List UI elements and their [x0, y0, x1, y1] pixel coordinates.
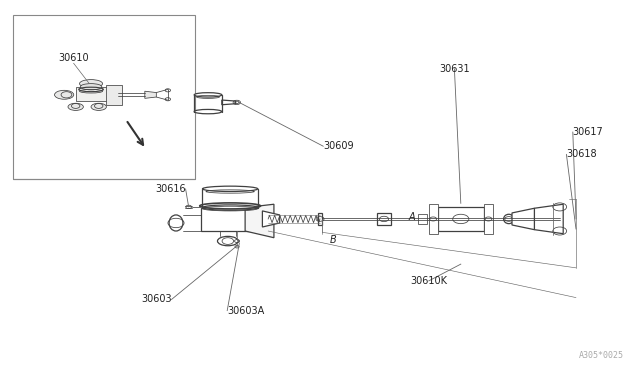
- Ellipse shape: [91, 103, 106, 110]
- Text: B: B: [330, 235, 337, 245]
- Polygon shape: [438, 207, 484, 231]
- Polygon shape: [202, 208, 262, 231]
- Text: 30616: 30616: [155, 184, 186, 194]
- Ellipse shape: [194, 109, 222, 114]
- Polygon shape: [262, 211, 280, 227]
- Polygon shape: [534, 204, 563, 234]
- Polygon shape: [106, 84, 122, 105]
- Ellipse shape: [218, 236, 238, 246]
- Polygon shape: [318, 213, 322, 225]
- Polygon shape: [76, 87, 118, 102]
- Text: 30603: 30603: [141, 295, 172, 304]
- Polygon shape: [145, 91, 156, 98]
- Text: 30609: 30609: [323, 141, 354, 151]
- Text: 30631: 30631: [439, 64, 470, 74]
- Polygon shape: [265, 214, 271, 224]
- Text: 30618: 30618: [566, 150, 597, 159]
- Text: A: A: [408, 212, 415, 221]
- Text: 30603A: 30603A: [227, 306, 264, 315]
- Ellipse shape: [202, 205, 258, 210]
- Text: A305*0025: A305*0025: [579, 351, 624, 360]
- Text: 30617: 30617: [573, 127, 604, 137]
- Ellipse shape: [169, 215, 183, 231]
- Text: 30610K: 30610K: [410, 276, 447, 286]
- Polygon shape: [484, 204, 493, 234]
- Bar: [13, 15, 195, 179]
- Polygon shape: [512, 208, 534, 230]
- Polygon shape: [418, 214, 427, 224]
- Ellipse shape: [80, 84, 102, 90]
- Ellipse shape: [68, 103, 83, 110]
- Polygon shape: [222, 100, 236, 105]
- Ellipse shape: [194, 93, 222, 97]
- Ellipse shape: [54, 90, 74, 99]
- Ellipse shape: [202, 186, 258, 192]
- Ellipse shape: [79, 80, 102, 88]
- Polygon shape: [245, 204, 274, 238]
- Polygon shape: [377, 213, 391, 225]
- Text: 30610: 30610: [58, 53, 89, 62]
- Polygon shape: [429, 204, 438, 234]
- Ellipse shape: [504, 214, 514, 224]
